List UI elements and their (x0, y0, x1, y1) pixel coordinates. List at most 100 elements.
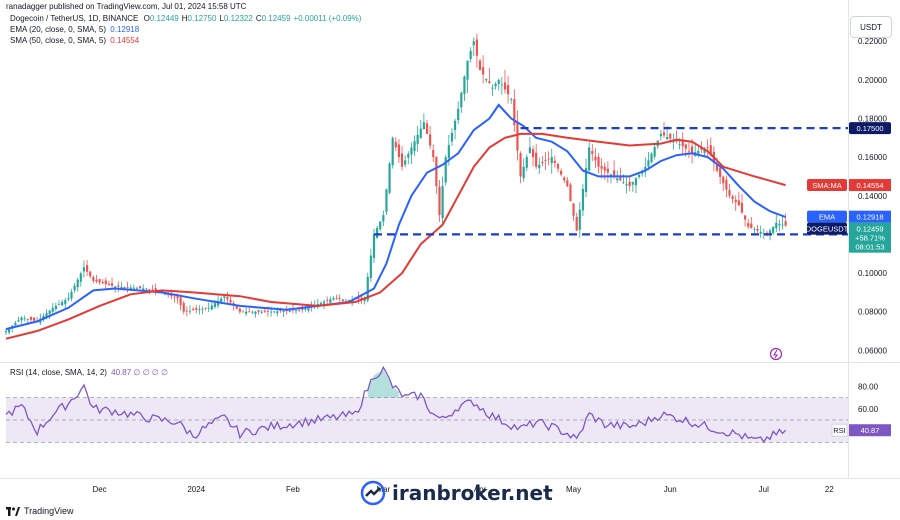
candle-body (719, 167, 722, 177)
ema-legend[interactable]: EMA (20, close, 0, SMA, 5) 0.12918 (10, 25, 139, 35)
candle-body (376, 227, 379, 238)
price-tick-label: 0.20000 (858, 76, 887, 85)
candle-body (248, 311, 251, 313)
candle-body (538, 164, 541, 169)
rsi-legend-values: 40.87 ∅ ∅ ∅ ∅ (111, 368, 168, 377)
price-tick-label: 0.16000 (858, 153, 887, 162)
candle-body (597, 156, 600, 167)
candle-body (669, 133, 672, 139)
candle-body (432, 150, 435, 158)
candle-body (503, 82, 507, 90)
candle-body (734, 199, 737, 203)
candle-body (263, 310, 266, 312)
ohlc-label: L (219, 14, 224, 23)
time-tick-label: Jun (664, 485, 677, 494)
candle-body (700, 147, 703, 150)
candle-body (139, 286, 142, 289)
rsi-overbought-fill (367, 369, 399, 398)
candle-body (584, 168, 588, 192)
candle-body (531, 149, 535, 158)
candle-body (76, 279, 79, 288)
publish-text: ranadagger published on TradingView.com,… (6, 2, 247, 11)
candle-body (478, 60, 482, 71)
rsi-group: RSI 40.87 (5, 365, 891, 444)
candle-body (566, 180, 569, 187)
ohlc-label: C (255, 14, 262, 23)
candle-body (176, 296, 179, 299)
ohlc-item: +0.00011 (+0.09%) (294, 14, 362, 23)
candle-body (572, 203, 575, 216)
candle-body (341, 299, 344, 301)
candle-body (179, 297, 182, 305)
candle-body (17, 320, 20, 322)
ema-legend-value: 0.12918 (110, 25, 140, 34)
candle-body (762, 233, 765, 234)
candle-body (142, 288, 145, 291)
candle-body (553, 160, 556, 163)
candle-body (192, 309, 195, 311)
candle-body (304, 308, 307, 310)
candle-body (397, 144, 401, 158)
candle-body (220, 298, 223, 304)
candle-body (57, 303, 61, 305)
candle-body (435, 156, 438, 187)
candle-body (469, 50, 472, 60)
candle-body (163, 294, 167, 296)
candle-body (298, 309, 301, 311)
publish-line: ranadagger published on TradingView.com,… (6, 2, 246, 12)
candle-body (245, 311, 248, 314)
candle-body (204, 307, 207, 309)
ohlc-value: 0.12449 (149, 14, 179, 23)
candle-body (453, 120, 457, 131)
rsi-value-label: 40.87 (861, 426, 880, 435)
candle-body (425, 123, 429, 134)
candle-body (385, 189, 388, 212)
candle-body (422, 122, 425, 130)
ohlc-label: H (181, 14, 188, 23)
candle-body (195, 308, 198, 310)
time-tick-label: Apr (474, 485, 487, 494)
candle-body (690, 146, 694, 154)
candle-body (23, 318, 26, 320)
candle-body (110, 283, 114, 286)
alert-icon[interactable] (769, 347, 783, 361)
candle-body (201, 308, 204, 310)
candle-body (4, 331, 8, 333)
candle-body (606, 168, 609, 173)
candle-body (95, 279, 98, 282)
candle-body (541, 161, 544, 163)
candle-body (85, 265, 89, 272)
sma-legend[interactable]: SMA (50, close, 0, SMA, 5) 0.14554 (10, 36, 139, 46)
candle-body (48, 310, 51, 314)
symbol-value-line: 0.12459 (856, 225, 883, 234)
candle-body (363, 298, 366, 301)
rsi-legend[interactable]: RSI (14, close, SMA, 14, 2) 40.87 ∅ ∅ ∅ … (10, 368, 168, 378)
candle-body (603, 166, 606, 171)
tradingview-logo[interactable]: TradingView (6, 506, 74, 516)
candle-body (528, 147, 532, 154)
candle-body (407, 153, 410, 158)
candle-body (14, 322, 17, 326)
candle-body (647, 160, 650, 167)
candle-body (273, 311, 276, 313)
candle-body (382, 215, 385, 222)
candle-body (126, 286, 129, 288)
candle-body (254, 311, 257, 314)
candle-body (547, 158, 550, 160)
candle-body (8, 328, 11, 333)
currency-selector[interactable]: USDT (850, 16, 892, 38)
tradingview-logo-text: TradingView (24, 506, 74, 516)
candle-body (681, 141, 684, 147)
candle-body (416, 134, 419, 144)
symbol-value-line: +58.71% (855, 234, 885, 243)
candle-body (544, 160, 547, 161)
candle-body (684, 144, 687, 149)
candle-body (747, 223, 750, 227)
symbol-value-line: 08:01:53 (855, 243, 884, 252)
price-tick-label: 0.08000 (858, 308, 887, 317)
candle-body (535, 152, 538, 167)
candle-body (107, 283, 111, 285)
candle-body (282, 310, 285, 312)
candle-body (372, 234, 376, 258)
